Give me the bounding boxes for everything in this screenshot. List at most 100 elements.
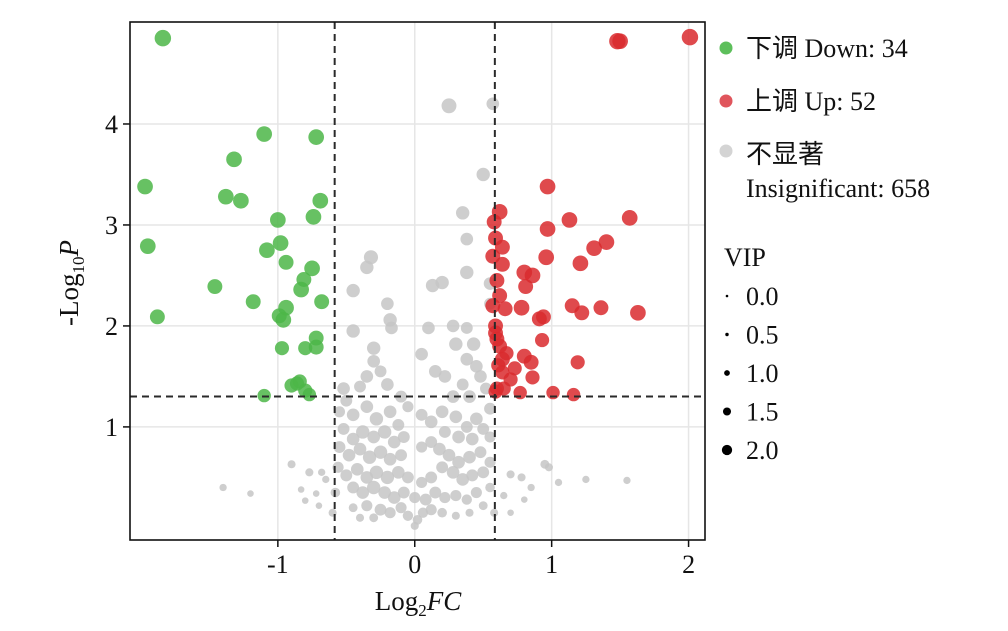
point-ns: [409, 492, 421, 504]
point-ns: [333, 406, 346, 418]
point-ns: [437, 507, 447, 518]
point-ns: [425, 471, 438, 484]
point-ns: [385, 321, 398, 335]
point-up: [598, 234, 615, 250]
point-up: [681, 28, 699, 46]
point-ns: [460, 265, 474, 280]
point-ns: [402, 401, 414, 413]
point-ns: [446, 466, 460, 479]
point-ns: [517, 473, 526, 482]
point-ns: [485, 482, 495, 493]
point-down: [154, 29, 172, 47]
point-down: [289, 376, 305, 391]
legend: 下调 Down: 34 上调 Up: 52 不显著 Insignificant:…: [719, 34, 930, 465]
point-up: [539, 221, 556, 237]
x-tick-label: 2: [682, 550, 695, 579]
point-ns: [456, 378, 469, 391]
point-up: [574, 305, 590, 321]
point-up: [524, 267, 541, 284]
point-ns: [474, 370, 487, 383]
point-down: [305, 209, 322, 225]
point-ns: [356, 486, 370, 499]
legend-key-down: [719, 41, 733, 55]
size-key-dot: [724, 370, 730, 376]
point-ns: [318, 468, 326, 477]
point-ns: [381, 378, 394, 391]
point-up: [488, 384, 503, 399]
point-ns: [340, 469, 353, 482]
point-down: [312, 192, 329, 209]
point-ns: [367, 354, 381, 368]
point-up: [531, 311, 547, 327]
point-ns: [544, 463, 553, 472]
point-ns: [463, 450, 476, 464]
point-ns: [419, 493, 432, 506]
point-up: [523, 354, 539, 370]
point-down: [274, 341, 290, 356]
point-up: [572, 255, 589, 272]
point-up: [630, 304, 646, 321]
point-up: [486, 214, 502, 230]
point-ns: [449, 410, 463, 424]
point-ns: [428, 365, 442, 378]
point-ns: [461, 494, 472, 505]
point-ns: [381, 297, 394, 311]
point-ns: [500, 491, 508, 500]
point-down: [302, 387, 317, 402]
point-ns: [383, 405, 397, 419]
point-ns: [374, 503, 387, 516]
point-ns: [348, 503, 358, 513]
point-ns: [392, 466, 405, 479]
point-ns: [315, 502, 323, 509]
point-ns: [452, 455, 465, 469]
point-ns: [397, 486, 410, 499]
point-ns: [474, 446, 487, 459]
point-ns: [446, 319, 460, 333]
size-key-dot: [722, 407, 732, 416]
point-ns: [623, 476, 631, 485]
point-ns: [342, 448, 356, 462]
point-ns: [354, 380, 366, 393]
data-points: [137, 28, 699, 530]
point-ns: [350, 462, 364, 476]
point-ns: [360, 370, 374, 383]
point-ns: [384, 507, 396, 519]
point-ns: [374, 365, 387, 378]
point-up: [494, 256, 510, 272]
point-ns: [450, 490, 462, 502]
point-down: [233, 192, 249, 209]
point-down: [256, 126, 273, 142]
point-ns: [476, 167, 490, 182]
point-up: [593, 300, 609, 316]
point-down: [137, 178, 153, 195]
point-ns: [460, 322, 473, 334]
point-ns: [397, 431, 410, 443]
point-ns: [392, 418, 405, 431]
threshold-lines: [130, 22, 705, 540]
point-down: [259, 242, 275, 259]
point-ns: [470, 360, 483, 373]
y-tick-label: 2: [105, 312, 118, 341]
point-ns: [287, 460, 296, 469]
point-ns: [446, 390, 460, 403]
point-ns: [369, 513, 379, 523]
point-ns: [387, 435, 401, 449]
point-ns: [340, 394, 353, 407]
point-down: [298, 341, 313, 356]
point-ns: [346, 324, 360, 338]
point-ns: [441, 98, 457, 114]
point-up: [518, 279, 534, 295]
point-ns: [484, 456, 496, 468]
point-ns: [322, 475, 330, 484]
point-ns: [478, 501, 488, 511]
point-ns: [436, 461, 449, 474]
point-ns: [490, 508, 499, 517]
size-key-dot: [725, 332, 729, 337]
point-ns: [377, 425, 392, 439]
x-tick-label: -1: [267, 550, 289, 579]
point-ns: [373, 445, 388, 459]
point-ns: [417, 507, 429, 518]
point-ns: [425, 436, 438, 448]
point-ns: [395, 390, 408, 403]
